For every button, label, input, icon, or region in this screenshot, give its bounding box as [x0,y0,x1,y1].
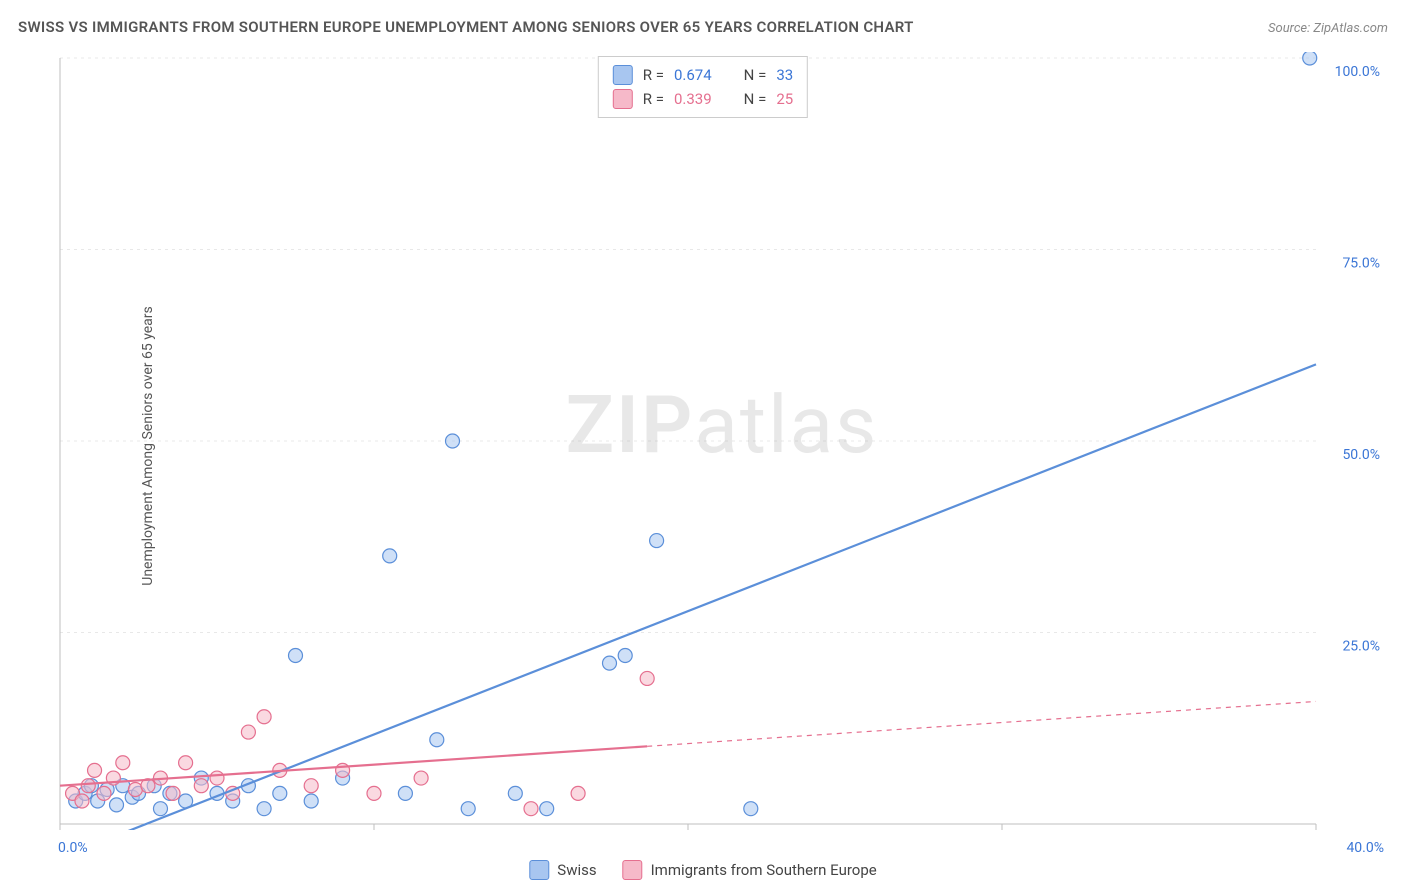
plot-area: 25.0%50.0%75.0%100.0% ZIPatlas [58,52,1386,830]
data-point [1303,52,1317,65]
r-label: R = [643,63,664,87]
r-label: R = [643,87,664,111]
series-legend: Swiss Immigrants from Southern Europe [529,860,876,880]
y-tick-label: 100.0% [1335,64,1380,80]
data-point [571,786,585,800]
data-point [383,549,397,563]
data-point [430,733,444,747]
data-point [618,648,632,662]
regression-line-dashed [647,701,1316,746]
y-tick-label: 50.0% [1342,447,1380,463]
series-legend-item: Swiss [529,860,596,880]
data-point [650,534,664,548]
data-point [540,802,554,816]
data-point [97,786,111,800]
chart-title: SWISS VS IMMIGRANTS FROM SOUTHERN EUROPE… [18,18,914,36]
correlation-legend: R = 0.674 N = 33 R = 0.339 N = 25 [598,56,808,118]
data-point [257,802,271,816]
legend-row: R = 0.674 N = 33 [613,63,793,87]
data-point [210,771,224,785]
data-point [524,802,538,816]
data-point [398,786,412,800]
r-value: 0.339 [674,87,712,111]
data-point [304,779,318,793]
data-point [257,710,271,724]
n-value: 25 [776,87,793,111]
data-point [508,786,522,800]
data-point [273,786,287,800]
y-tick-label: 25.0% [1342,639,1380,655]
data-point [179,756,193,770]
data-point [446,434,460,448]
data-point [88,763,102,777]
series-legend-label: Immigrants from Southern Europe [651,861,877,879]
legend-swatch [613,89,633,109]
data-point [194,779,208,793]
series-legend-item: Immigrants from Southern Europe [623,860,877,880]
data-point [75,794,89,808]
data-point [116,756,130,770]
n-label: N = [744,87,767,111]
y-tick-label: 75.0% [1342,256,1380,272]
data-point [81,779,95,793]
data-point [128,783,142,797]
x-tick-min: 0.0% [58,840,88,856]
x-tick-max: 40.0% [1346,840,1384,856]
legend-swatch [529,860,549,880]
data-point [241,725,255,739]
regression-line-solid [60,746,647,785]
title-bar: SWISS VS IMMIGRANTS FROM SOUTHERN EUROPE… [18,18,1388,36]
data-point [414,771,428,785]
data-point [304,794,318,808]
data-point [367,786,381,800]
legend-row: R = 0.339 N = 25 [613,87,793,111]
data-point [153,802,167,816]
data-point [289,648,303,662]
series-legend-label: Swiss [557,861,596,879]
source-attribution: Source: ZipAtlas.com [1268,21,1388,36]
data-point [166,786,180,800]
data-point [744,802,758,816]
data-point [603,656,617,670]
legend-swatch [623,860,643,880]
r-value: 0.674 [674,63,712,87]
regression-line [107,364,1316,830]
n-value: 33 [776,63,793,87]
data-point [110,798,124,812]
data-point [640,671,654,685]
data-point [461,802,475,816]
scatter-chart: 25.0% 50.0% 75.0% 100.0% [58,52,1386,830]
n-label: N = [744,63,767,87]
legend-swatch [613,65,633,85]
